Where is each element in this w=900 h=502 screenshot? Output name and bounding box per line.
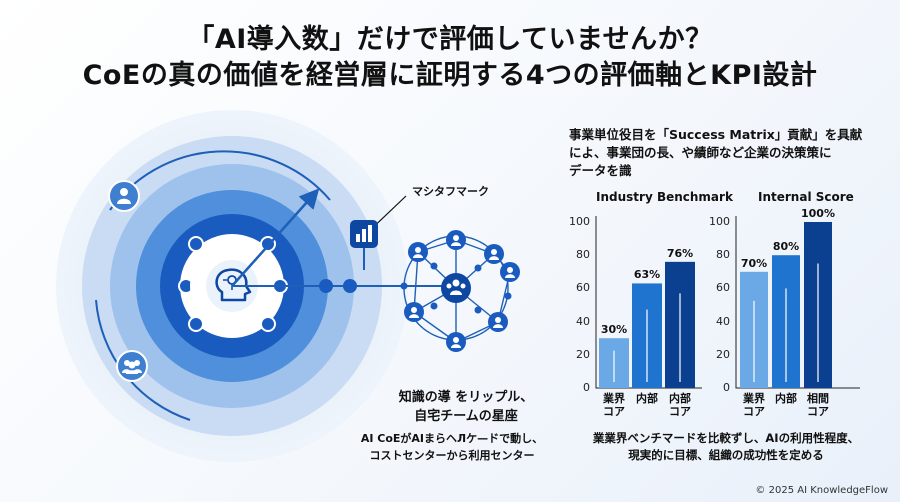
chart-icon <box>350 220 378 248</box>
right-heading-line-3: データを識 <box>569 163 632 178</box>
category-label: 内部 <box>636 392 658 405</box>
y-tick-label: 60 <box>716 281 730 295</box>
footer-copyright: © 2025 AI KnowledgeFlow <box>755 485 888 496</box>
team-icon <box>441 273 471 303</box>
chart-title: Internal Score <box>758 190 854 204</box>
category-label: 業界 コア <box>603 392 625 418</box>
ripple-description: AI CoEがAIまらヘЛケ—ドで動し、 コストセンターから利用センター <box>342 430 562 464</box>
y-tick-label: 80 <box>576 248 590 262</box>
spoke-node <box>188 316 204 332</box>
ripple-desc-line-2: コストセンターから利用センター <box>369 449 535 462</box>
title-line-1: 「AI導入数」だけで評価していませんか？ <box>187 24 713 55</box>
bar-value-label: 63% <box>633 268 661 282</box>
chart-title: Industry Benchmark <box>596 190 733 204</box>
person-node-icon <box>404 302 424 322</box>
y-tick-label: 100 <box>709 215 730 228</box>
bar-value-label: 76% <box>666 246 694 260</box>
ripple-title-line-1: 知識の導 をリップル、 <box>398 390 534 405</box>
y-tick-label: 20 <box>716 347 730 361</box>
y-tick-label: 0 <box>583 381 590 394</box>
network-dot <box>430 302 438 310</box>
bar-value-label: 100% <box>801 207 835 220</box>
person-node-icon <box>446 230 466 250</box>
person-node-icon <box>408 242 428 262</box>
ripple-desc-line-1: AI CoEがAIまらヘЛケ—ドで動し、 <box>360 432 544 445</box>
page-title: 「AI導入数」だけで評価していませんか？ CoEの真の価値を経営層に証明する4つ… <box>0 22 900 94</box>
category-label: 内部 コア <box>669 392 691 418</box>
title-line-2: CoEの真の価値を経営層に証明する4つの評価軸とKPI設計 <box>82 60 818 91</box>
y-tick-label: 0 <box>723 381 730 394</box>
category-label: 業界 コア <box>743 392 765 418</box>
person-node-icon <box>446 332 466 352</box>
network-dot <box>430 262 438 270</box>
bar-value-label: 70% <box>740 256 768 270</box>
right-heading-line-2: によ、事業団の長、や績師など企業の決策策に <box>569 145 832 160</box>
person-node-icon <box>488 312 508 332</box>
ripple-title: 知識の導 をリップル、 自宅チームの星座 <box>376 388 556 426</box>
y-tick-label: 80 <box>716 248 730 262</box>
bottom-note: 業業界ベンチマードを比較ずし、AIの利用性程度、 現実的に目標、組織の成功性を定… <box>566 430 886 464</box>
right-heading-line-1: 事業単位役目を「Success Matrix」貢献」を具献 <box>569 127 863 142</box>
spoke-node <box>188 236 204 252</box>
y-tick-label: 20 <box>576 347 590 361</box>
bar-value-label: 30% <box>600 323 628 337</box>
spoke-node <box>260 316 276 332</box>
person-node-icon <box>484 244 504 264</box>
network-dot <box>474 306 482 314</box>
person-node-icon <box>500 262 520 282</box>
person-icon <box>108 180 140 212</box>
callout-label: マシタフマーク <box>412 185 489 198</box>
network-dot <box>400 282 408 290</box>
y-tick-label: 60 <box>576 281 590 295</box>
network-dot <box>504 292 512 300</box>
link-node <box>343 279 357 293</box>
network-dot <box>474 264 482 272</box>
right-heading: 事業単位役目を「Success Matrix」貢献」を具献 によ、事業団の長、や… <box>569 126 889 180</box>
y-tick-label: 100 <box>569 215 590 228</box>
bar-value-label: 80% <box>772 240 800 254</box>
y-tick-label: 40 <box>576 314 590 328</box>
group-icon <box>116 350 148 382</box>
ripple-title-line-2: 自宅チームの星座 <box>414 409 518 424</box>
category-label: 内部 <box>775 392 797 405</box>
link-node <box>319 279 333 293</box>
bottom-note-line-1: 業業界ベンチマードを比較ずし、AIの利用性程度、 <box>592 431 860 445</box>
bottom-note-line-2: 現実的に目標、組織の成功性を定める <box>628 448 824 462</box>
category-label: 相間 コア <box>807 392 829 418</box>
y-tick-label: 40 <box>716 314 730 328</box>
